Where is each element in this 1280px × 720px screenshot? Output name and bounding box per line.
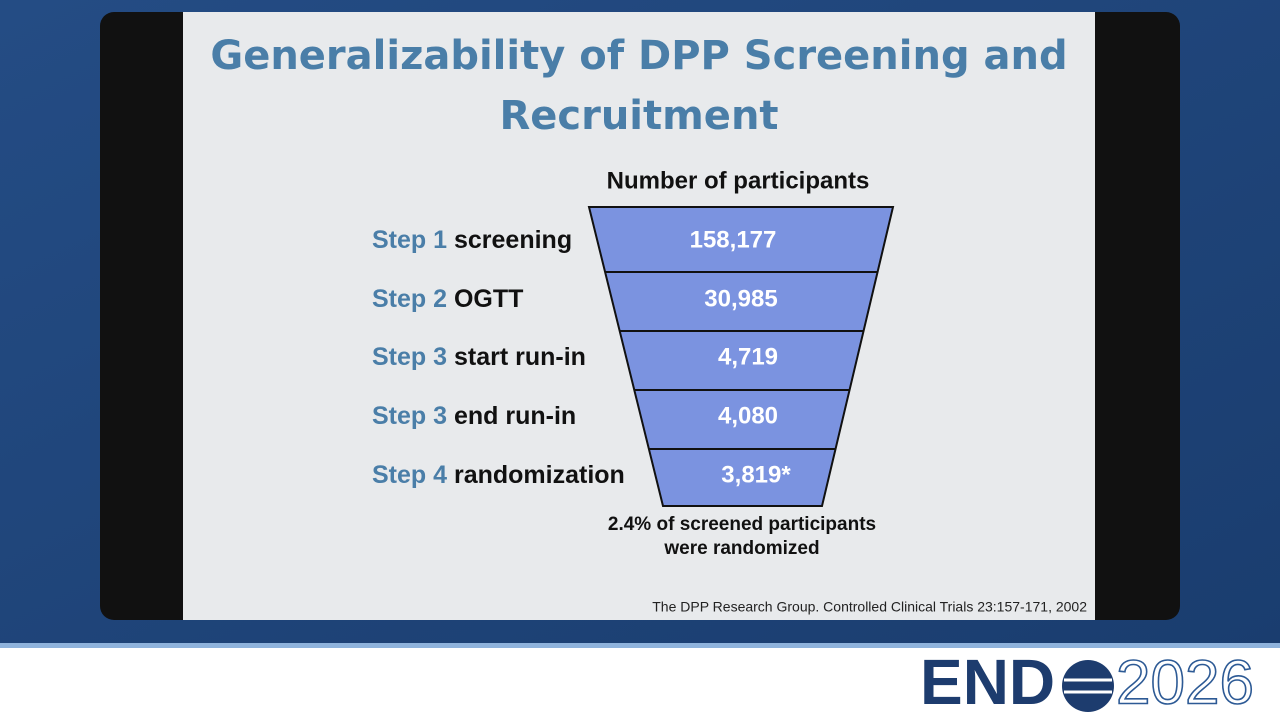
step-label: Step 3 end run-in — [372, 402, 576, 430]
step-count: 4,080 — [718, 402, 778, 429]
logo-text: END — [920, 646, 1055, 718]
funnel-header: Number of participants — [607, 167, 870, 194]
footnote: were randomized — [663, 538, 819, 559]
step-name: start run-in — [454, 343, 586, 371]
funnel — [587, 206, 895, 507]
citation: The DPP Research Group. Controlled Clini… — [652, 599, 1087, 615]
step-name: screening — [454, 226, 572, 254]
step-number: Step 4 — [372, 461, 447, 489]
logo-globe — [1062, 660, 1114, 712]
step-name: end run-in — [454, 402, 576, 430]
step-number: Step 2 — [372, 285, 447, 313]
step-name: OGTT — [454, 285, 523, 313]
step-count: 30,985 — [704, 285, 777, 312]
step-count: 3,819* — [721, 461, 791, 488]
logo-globe-lines — [1064, 678, 1112, 694]
funnel-dividers — [605, 271, 878, 450]
step-count: 4,719 — [718, 343, 778, 370]
step-label: Step 3 start run-in — [372, 343, 586, 371]
step-label: Step 2 OGTT — [372, 285, 523, 313]
step-number: Step 3 — [372, 343, 447, 371]
step-label: Step 1 screening — [372, 226, 572, 254]
slide-title: Recruitment — [499, 93, 778, 139]
step-number: Step 1 — [372, 226, 447, 254]
step-number: Step 3 — [372, 402, 447, 430]
footnote: 2.4% of screened participants — [608, 514, 876, 535]
step-name: randomization — [454, 461, 625, 489]
step-label: Step 4 randomization — [372, 461, 625, 489]
steps: Step 1 screening 158,177 Step 2 OGTT 30,985… — [372, 226, 791, 489]
footer-rule — [0, 643, 1280, 648]
step-count: 158,177 — [690, 226, 777, 253]
logo-year: 2026 — [1116, 648, 1254, 717]
slide-title: Generalizability of DPP Screening and — [210, 33, 1067, 79]
